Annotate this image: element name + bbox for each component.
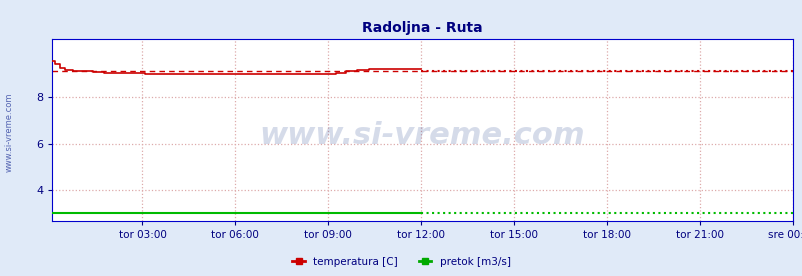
Text: www.si-vreme.com: www.si-vreme.com (259, 121, 585, 150)
Title: Radoljna - Ruta: Radoljna - Ruta (362, 21, 482, 35)
Legend: temperatura [C], pretok [m3/s]: temperatura [C], pretok [m3/s] (288, 253, 514, 271)
Text: www.si-vreme.com: www.si-vreme.com (5, 93, 14, 172)
